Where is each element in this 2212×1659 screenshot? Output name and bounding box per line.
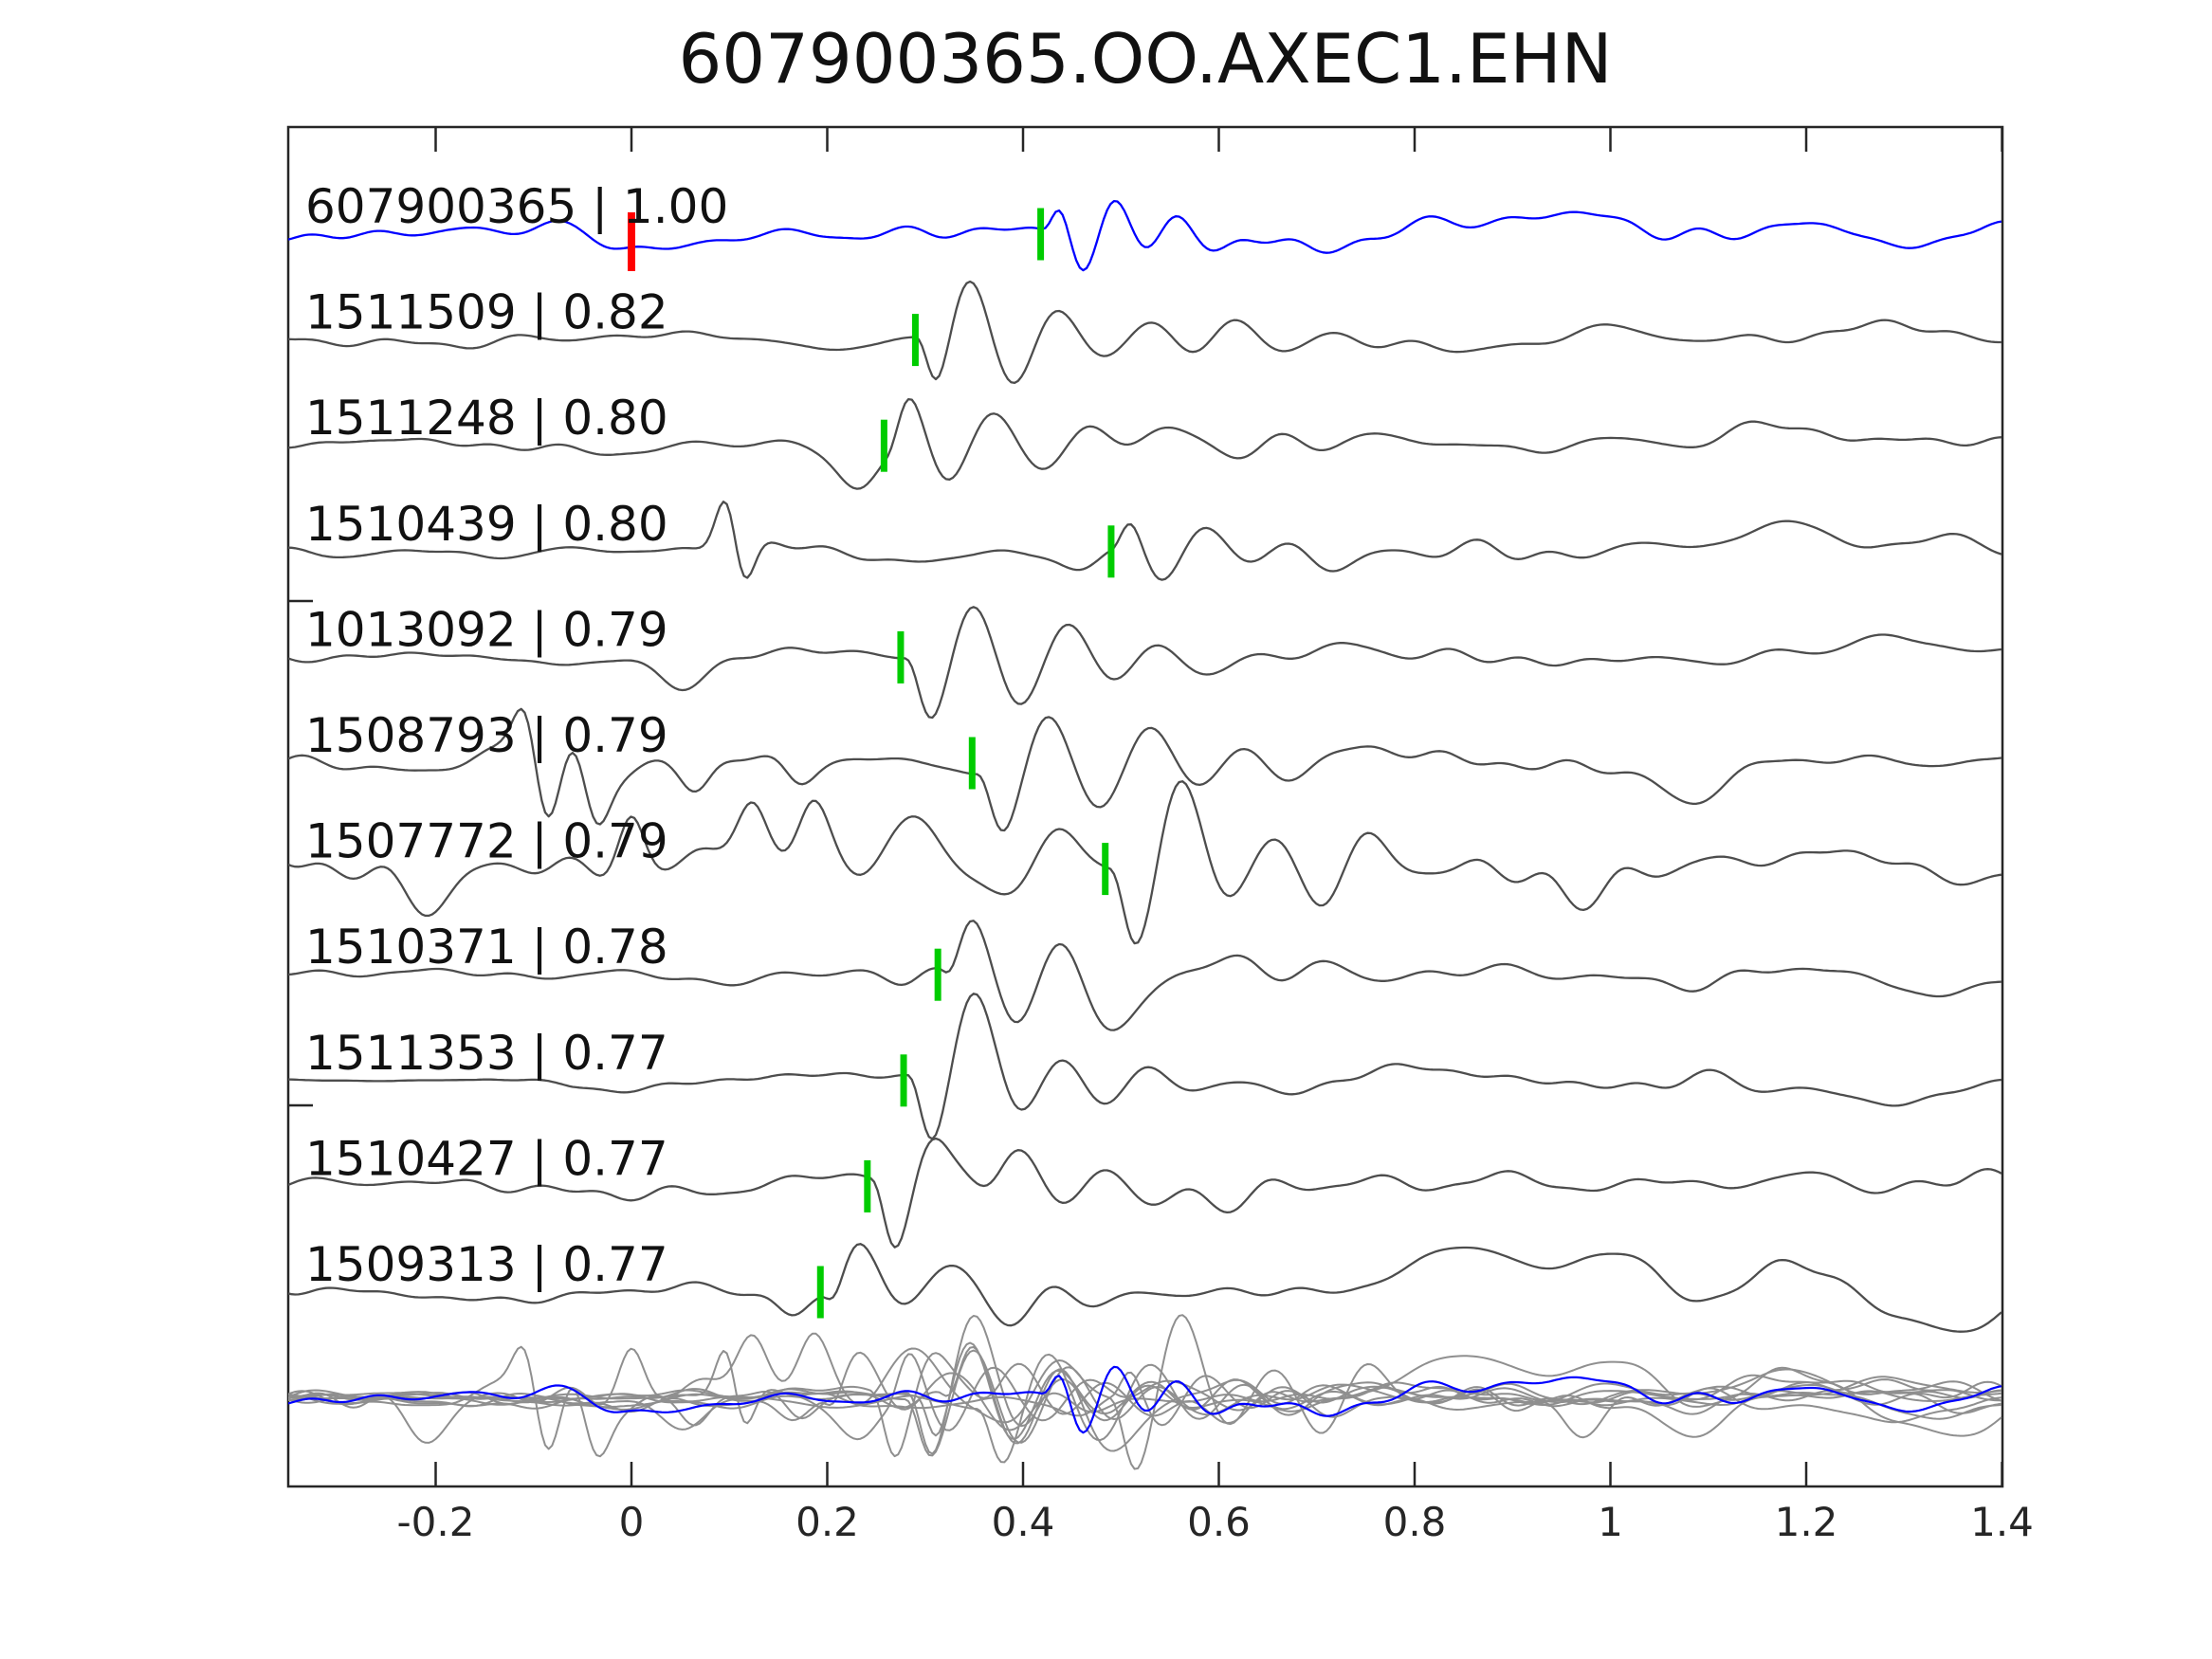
- pick-marker: [1107, 525, 1115, 578]
- overlay-trace: [288, 1353, 2002, 1441]
- trace-label: 1511509 | 0.82: [305, 285, 668, 340]
- template-trace-path: [288, 606, 2002, 720]
- trace-label: 1510371 | 0.78: [305, 920, 668, 975]
- template-trace-path: [288, 397, 2002, 490]
- pick-marker: [1037, 208, 1045, 261]
- overlay-trace: [288, 1314, 2002, 1470]
- trace-label: 1510439 | 0.80: [305, 497, 668, 552]
- pick-marker: [816, 1266, 824, 1319]
- template-trace-path: [288, 993, 2002, 1140]
- template-trace-path: [288, 920, 2002, 1031]
- x-tick-label: 1.2: [1775, 1499, 1838, 1545]
- overlay-trace-target: [288, 1365, 2002, 1434]
- pick-marker: [880, 419, 887, 472]
- overlay-trace: [288, 1315, 2002, 1455]
- x-tick-label: 1.4: [1970, 1499, 2034, 1545]
- template-trace-path: [288, 780, 2002, 945]
- plot-border: [286, 125, 2004, 1488]
- x-tick-label: 0.8: [1383, 1499, 1447, 1545]
- template-trace-path: [288, 1243, 2002, 1333]
- pick-marker: [911, 314, 919, 367]
- template-trace-path: [288, 707, 2002, 832]
- template-trace-path: [288, 280, 2002, 385]
- pick-marker: [968, 737, 976, 790]
- x-tick-label: 0.6: [1187, 1499, 1251, 1545]
- trace-label: 1510427 | 0.77: [305, 1131, 668, 1186]
- x-tick-label: 0.2: [795, 1499, 859, 1545]
- overlay-trace: [288, 1349, 2002, 1457]
- trace-label: 1508793 | 0.79: [305, 708, 668, 763]
- template-trace-path: [288, 1137, 2002, 1249]
- pick-marker: [864, 1159, 871, 1212]
- pick-marker: [900, 1054, 907, 1107]
- trace-label: 1013092 | 0.79: [305, 602, 668, 657]
- x-tick-label: 0.4: [992, 1499, 1055, 1545]
- x-tick-label: -0.2: [397, 1499, 475, 1545]
- origin-marker: [628, 212, 635, 271]
- overlay-trace: [288, 1350, 2002, 1427]
- target-trace-path: [288, 199, 2002, 272]
- pick-marker: [934, 948, 941, 1001]
- trace-label: 1507772 | 0.79: [305, 814, 668, 869]
- trace-label: 1511353 | 0.77: [305, 1026, 668, 1081]
- pick-marker: [897, 630, 905, 684]
- figure-title: 607900365.OO.AXEC1.EHN: [678, 19, 1613, 99]
- x-tick-label: 0: [619, 1499, 645, 1545]
- pick-marker: [1102, 843, 1109, 896]
- trace-label: 1509313 | 0.77: [305, 1237, 668, 1292]
- x-tick-label: 1: [1598, 1499, 1623, 1545]
- template-trace-path: [288, 501, 2002, 581]
- trace-label: 1511248 | 0.80: [305, 391, 668, 446]
- trace-label: 607900365 | 1.00: [305, 179, 728, 234]
